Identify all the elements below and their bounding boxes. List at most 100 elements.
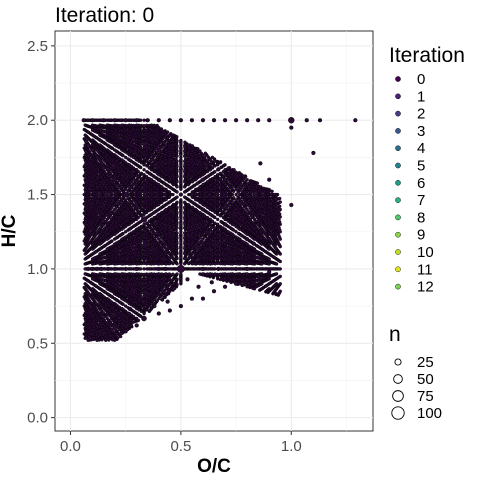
data-point xyxy=(269,192,273,197)
data-point xyxy=(278,244,282,249)
data-point xyxy=(210,172,214,176)
data-point xyxy=(109,316,114,321)
data-point xyxy=(128,267,132,271)
data-point xyxy=(148,213,152,218)
data-point xyxy=(101,289,106,293)
data-point xyxy=(118,334,123,339)
data-point xyxy=(142,168,146,172)
data-point xyxy=(133,161,137,166)
data-point xyxy=(210,267,214,271)
data-point xyxy=(94,284,98,288)
data-point xyxy=(278,215,282,219)
data-point xyxy=(179,181,183,185)
data-point xyxy=(142,239,146,244)
data-point xyxy=(89,253,94,257)
data-point xyxy=(268,253,272,257)
data-point xyxy=(145,267,149,271)
data-point xyxy=(219,219,223,224)
data-point xyxy=(128,227,132,231)
data-point xyxy=(205,210,209,214)
data-point xyxy=(271,255,276,259)
data-point xyxy=(213,169,217,174)
data-point xyxy=(142,118,146,122)
data-point xyxy=(142,267,146,271)
data-point xyxy=(278,207,282,212)
data-point xyxy=(278,289,282,293)
data-point xyxy=(89,132,94,137)
data-point xyxy=(222,267,226,271)
data-point xyxy=(277,212,282,216)
data-point xyxy=(109,267,114,271)
data-point xyxy=(234,230,238,234)
data-point xyxy=(142,146,146,150)
data-point xyxy=(179,255,183,260)
data-point xyxy=(152,210,157,214)
data-point xyxy=(179,147,183,151)
data-point xyxy=(255,192,260,197)
data-point xyxy=(213,267,217,271)
data-point xyxy=(118,152,123,156)
data-point xyxy=(222,163,226,168)
data-point xyxy=(152,153,157,158)
data-point xyxy=(149,192,153,197)
data-point xyxy=(234,192,238,197)
data-point xyxy=(88,192,93,197)
data-point xyxy=(139,118,143,122)
data-point xyxy=(112,338,117,342)
chart-title: Iteration: 0 xyxy=(55,4,154,27)
data-point xyxy=(148,267,152,271)
data-point xyxy=(162,204,166,208)
data-point xyxy=(128,158,132,162)
data-point xyxy=(278,222,282,227)
data-point xyxy=(179,221,183,225)
data-point xyxy=(165,183,170,188)
data-point xyxy=(179,244,183,248)
data-point xyxy=(86,118,90,122)
data-point xyxy=(133,192,137,197)
data-point xyxy=(277,204,282,209)
data-point xyxy=(225,267,229,271)
data-point xyxy=(152,175,157,179)
data-point xyxy=(82,127,86,132)
data-point xyxy=(142,137,146,141)
data-point xyxy=(118,233,123,237)
data-point xyxy=(142,294,146,299)
data-point xyxy=(239,267,243,271)
data-point xyxy=(168,267,172,271)
data-point xyxy=(101,244,106,249)
data-point xyxy=(128,118,132,122)
data-point xyxy=(123,304,128,308)
data-point xyxy=(109,294,114,299)
data-point xyxy=(89,281,94,285)
data-point xyxy=(278,267,282,271)
data-point xyxy=(179,161,183,166)
data-point xyxy=(142,285,146,290)
data-point xyxy=(168,200,172,204)
data-point xyxy=(94,118,98,122)
data-point xyxy=(142,248,146,253)
data-point xyxy=(271,279,276,283)
data-point xyxy=(277,196,282,201)
data-point xyxy=(118,301,123,305)
data-point xyxy=(230,267,234,271)
data-point xyxy=(205,175,209,179)
data-point xyxy=(142,192,146,197)
data-point xyxy=(179,141,183,145)
data-point xyxy=(264,267,268,271)
data-point xyxy=(152,231,157,236)
data-point xyxy=(117,289,122,293)
data-point xyxy=(210,213,214,218)
data-point xyxy=(135,163,140,168)
data-point xyxy=(109,168,114,172)
data-point xyxy=(134,206,138,211)
data-point xyxy=(264,284,268,288)
data-point xyxy=(179,240,183,244)
data-point xyxy=(109,239,114,244)
data-point xyxy=(162,181,166,185)
data-point xyxy=(117,140,122,144)
data-point xyxy=(118,118,123,122)
data-point xyxy=(139,267,143,271)
data-point xyxy=(82,276,86,280)
data-point xyxy=(270,189,274,194)
data-point xyxy=(94,250,98,254)
